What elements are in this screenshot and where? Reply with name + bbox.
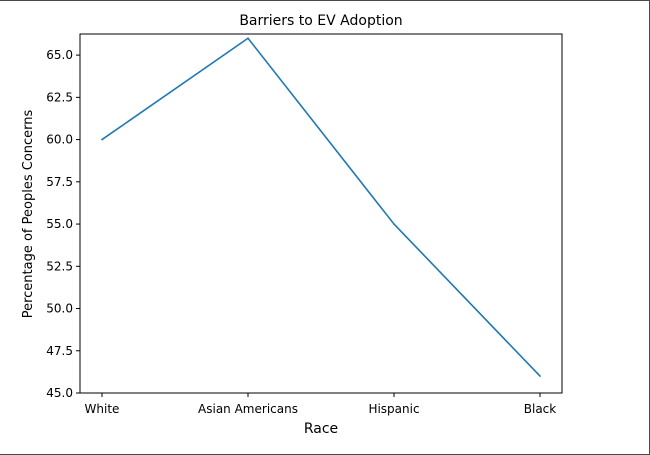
y-tick-label: 62.5: [46, 90, 73, 104]
x-tick-label: Asian Americans: [198, 402, 298, 416]
y-tick-label: 65.0: [46, 48, 73, 62]
y-axis-label: Percentage of Peoples Concerns: [21, 109, 36, 318]
y-tick-label: 47.5: [46, 344, 73, 358]
x-tick-label: Hispanic: [368, 402, 419, 416]
y-tick-label: 57.5: [46, 175, 73, 189]
y-tick-label: 55.0: [46, 217, 73, 231]
data-point: [393, 223, 395, 225]
x-tick-label: White: [85, 402, 120, 416]
y-tick-label: 50.0: [46, 302, 73, 316]
x-tick-label: Black: [524, 402, 557, 416]
y-tick-label: 45.0: [46, 386, 73, 400]
series-line: [101, 37, 541, 377]
y-tick-label: 60.0: [46, 133, 73, 147]
data-point: [539, 375, 541, 377]
data-point: [247, 37, 249, 40]
chart-title: Barriers to EV Adoption: [239, 13, 402, 29]
data-point: [101, 138, 103, 141]
y-tick-label: 52.5: [46, 259, 73, 273]
plot-area: [79, 33, 563, 394]
x-axis-label: Race: [304, 421, 338, 437]
